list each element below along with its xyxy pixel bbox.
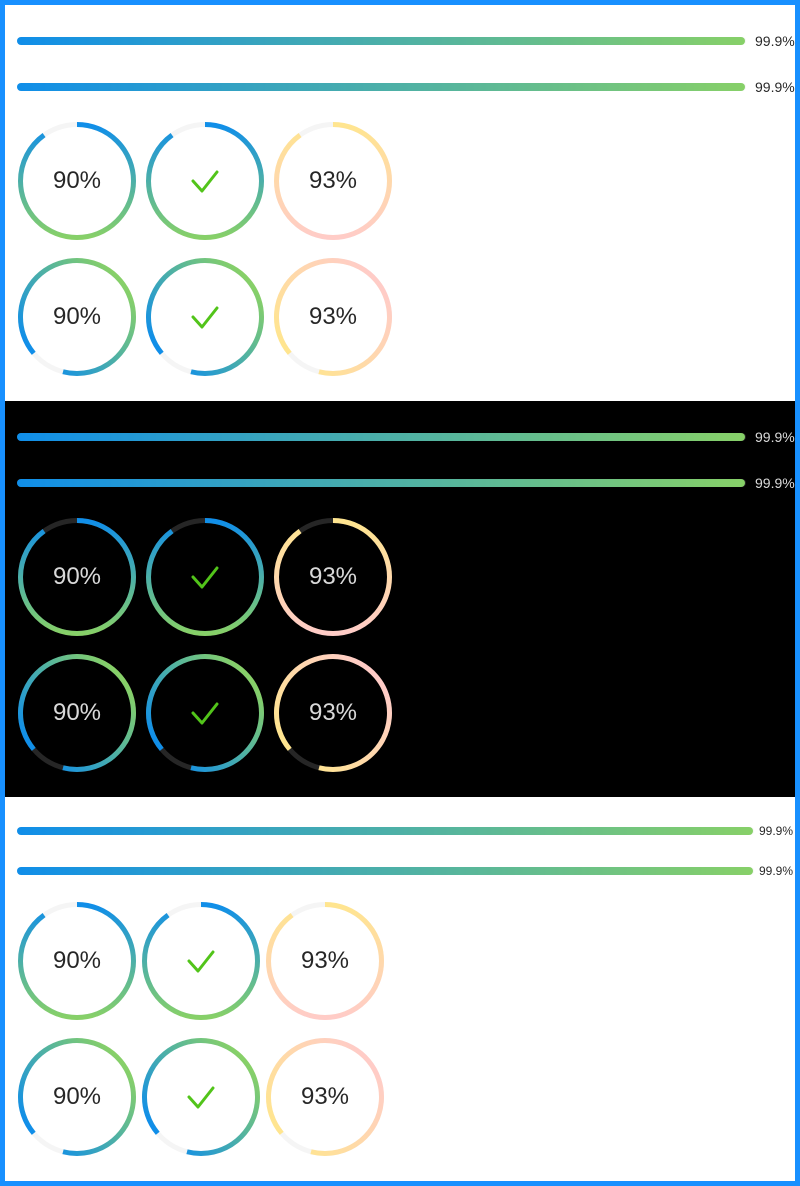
progress-track [17,867,754,875]
progress-percent-text: 93% [300,1083,350,1110]
progress-ring-arc [18,122,136,240]
progress-percent-text: 99.9% [759,824,794,838]
dashboard-progress-success [141,1037,261,1157]
progress-ring [146,122,264,240]
progress-ring-arc [274,258,392,377]
progress-ring-arc [266,902,384,1020]
progress-ring [274,518,392,636]
circle-progress-success [145,121,265,241]
progress-section-dark: 99.9% 99.9% 90% 93% 90% 93% [5,401,795,797]
line-progress: 99.9% [17,79,795,95]
progress-ring [142,1038,260,1156]
progress-track [17,433,746,441]
dashboard-progress: 90% [17,653,137,773]
dashboard-progress: 90% [17,1037,137,1157]
progress-percent-text: 99.9% [755,475,795,491]
progress-ring [142,902,260,1020]
line-progress: 99.9% [17,823,795,839]
progress-percent-text: 99.9% [755,33,795,49]
circle-progress: 90% [17,901,137,1021]
progress-fill [17,827,754,835]
line-progress: 99.9% [17,429,795,445]
progress-section-light-compact: 99.9% 99.9% 90% 93% 90% 93% [5,797,795,1181]
progress-percent-text: 99.9% [755,79,795,95]
progress-fill [17,37,746,45]
circle-progress: 90% [17,121,137,241]
progress-ring-arc [266,1038,384,1156]
line-progress: 99.9% [17,475,795,491]
progress-percent-text: 99.9% [759,864,794,878]
progress-ring [18,902,136,1020]
progress-ring [146,258,264,377]
check-icon [191,170,219,193]
circle-progress: 93% [273,517,393,637]
progress-fill [17,479,746,487]
progress-fill [17,433,746,441]
circle-progress-success [141,901,261,1021]
progress-ring-arc [146,518,264,636]
progress-fill [17,83,746,91]
check-icon [191,306,219,329]
circle-progress: 93% [273,121,393,241]
progress-percent-text: 90% [52,947,102,974]
circle-progress: 90% [17,517,137,637]
progress-percent-text: 90% [52,1083,102,1110]
progress-ring [146,518,264,636]
dashboard-progress: 93% [273,653,393,773]
progress-ring [18,518,136,636]
progress-ring-arc [146,122,264,240]
circle-progress: 93% [265,901,385,1021]
line-progress: 99.9% [17,863,795,879]
progress-percent-text: 93% [308,303,358,330]
dashboard-progress: 90% [17,257,137,377]
progress-ring [18,654,136,772]
line-progress: 99.9% [17,33,795,49]
progress-ring-arc [274,654,392,772]
progress-percent-text: 90% [52,303,102,330]
progress-percent-text: 93% [308,563,358,590]
progress-percent-text: 93% [308,699,358,726]
progress-ring [266,1038,384,1156]
progress-ring-arc [274,518,392,636]
progress-ring-arc [18,518,136,636]
progress-track [17,479,746,487]
check-icon [191,566,219,589]
progress-ring [274,654,392,772]
progress-ring [146,654,264,772]
progress-percent-text: 93% [300,947,350,974]
progress-ring [274,258,392,377]
progress-ring-arc [142,902,260,1020]
dashboard-progress: 93% [273,257,393,377]
progress-ring [266,902,384,1020]
progress-ring-arc [18,902,136,1020]
check-icon [187,950,215,973]
progress-percent-text: 99.9% [755,429,795,445]
progress-ring-arc [274,122,392,240]
dashboard-progress-success [145,257,265,377]
progress-percent-text: 90% [52,167,102,194]
circle-progress-success [145,517,265,637]
progress-track [17,827,754,835]
dashboard-progress-success [145,653,265,773]
progress-ring [18,122,136,240]
progress-ring [274,122,392,240]
progress-fill [17,867,754,875]
progress-track [17,83,746,91]
progress-ring [18,1038,136,1156]
progress-percent-text: 90% [52,563,102,590]
dashboard-progress: 93% [265,1037,385,1157]
progress-ring [18,258,136,377]
progress-track [17,37,746,45]
progress-percent-text: 90% [52,699,102,726]
check-icon [191,702,219,725]
progress-percent-text: 93% [308,167,358,194]
progress-section-light: 99.9% 99.9% 90% 93% 90% 93% [5,5,795,401]
check-icon [187,1086,215,1109]
